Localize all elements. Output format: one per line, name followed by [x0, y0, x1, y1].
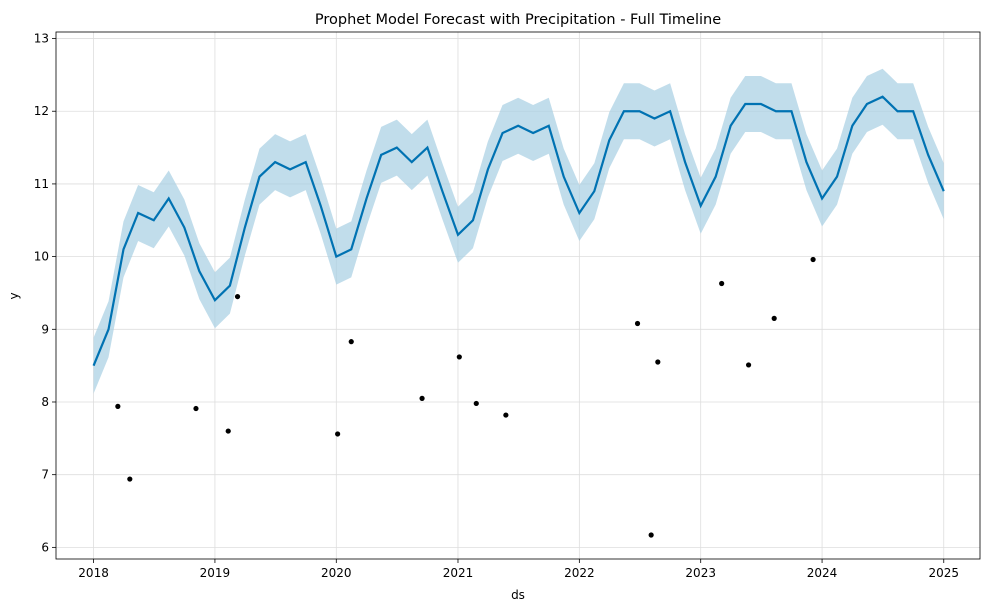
observed-point: [456, 354, 462, 360]
y-tick-label: 9: [41, 322, 49, 336]
x-tick-label: 2022: [564, 566, 595, 580]
plot-area: [55, 31, 981, 560]
observed-point: [719, 280, 725, 287]
observed-points: [115, 256, 816, 538]
observed-point: [745, 362, 752, 368]
x-axis: 2018 2019 2020 2021 2022 2023 2024 2025: [78, 559, 959, 580]
y-tick-label: 11: [34, 177, 49, 191]
x-tick-label: 2019: [200, 566, 231, 580]
observed-point: [648, 532, 654, 538]
observed-point: [634, 320, 641, 327]
x-tick-label: 2025: [928, 566, 959, 580]
y-tick-label: 8: [41, 395, 49, 409]
observed-point: [115, 403, 121, 409]
x-tick-label: 2018: [78, 566, 109, 580]
y-axis: 6 7 8 9 10 11 12 13: [34, 32, 56, 554]
x-tick-label: 2024: [807, 566, 838, 580]
observed-point: [473, 400, 479, 407]
x-tick-label: 2021: [443, 566, 474, 580]
observed-point: [225, 428, 231, 434]
y-tick-label: 12: [34, 104, 49, 118]
uncertainty-interval: [93, 68, 944, 394]
y-tick-label: 6: [41, 540, 49, 554]
observed-point: [503, 412, 509, 418]
observed-point: [419, 395, 425, 401]
y-tick-label: 13: [34, 32, 49, 46]
chart-title: Prophet Model Forecast with Precipitatio…: [315, 12, 721, 28]
x-tick-label: 2023: [685, 566, 716, 580]
observed-point: [810, 256, 816, 263]
observed-point: [655, 359, 661, 365]
observed-point: [771, 315, 777, 321]
uncertainty-band: [93, 68, 944, 394]
y-axis-label: y: [7, 292, 21, 299]
observed-point: [127, 476, 133, 482]
observed-point: [234, 293, 241, 300]
x-tick-label: 2020: [321, 566, 352, 580]
y-tick-label: 10: [34, 250, 49, 264]
observed-point: [348, 339, 354, 345]
observed-point: [193, 405, 199, 412]
observed-point: [335, 431, 341, 437]
x-axis-label: ds: [511, 588, 525, 602]
y-tick-label: 7: [41, 468, 49, 482]
forecast-line: [92, 95, 945, 367]
forecast-series: [92, 95, 945, 367]
